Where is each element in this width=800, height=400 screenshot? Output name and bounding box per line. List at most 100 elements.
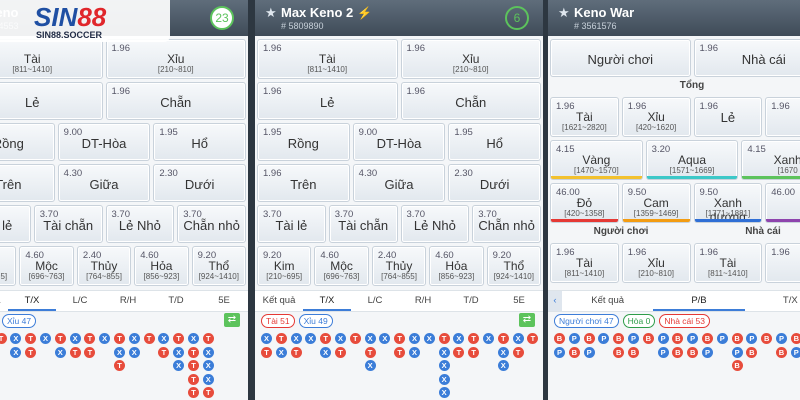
bet-label: Tài — [719, 256, 737, 270]
tab[interactable]: T/X — [8, 291, 56, 311]
bet-cell[interactable]: 2.30 Dưới — [153, 164, 247, 202]
tab[interactable]: Kết quả — [591, 295, 625, 306]
bet-label: Aqua — [677, 153, 707, 167]
bet-range: [811~1410] — [564, 269, 605, 278]
swap-button[interactable]: ⇄ — [224, 313, 240, 327]
bet-cell[interactable]: 1.96 Chẵn — [400, 82, 541, 120]
bet-cell[interactable]: 9.00 DT-Hòa — [352, 123, 446, 161]
bet-range: [1470~1570] — [573, 166, 619, 175]
bet-cell[interactable]: 46.00 Đỏ [420~1358] — [550, 183, 619, 223]
tab[interactable]: R/H — [414, 295, 432, 306]
tab[interactable]: 5E — [218, 295, 230, 306]
bet-cell[interactable]: 1.96 — [765, 97, 800, 137]
bet-cell[interactable]: 9.20 Thổ [924~1410] — [191, 246, 247, 286]
bet-cell[interactable]: 1.96 Nhà cái — [693, 39, 800, 77]
bet-cell[interactable]: 3.70 Lẻ Nhỏ — [400, 205, 470, 243]
bet-cell[interactable]: 4.60 Mộc [696~763] — [314, 246, 369, 286]
result-bead: X — [438, 346, 450, 358]
bet-cell[interactable]: 1.96 Tài [1621~2820] — [550, 97, 619, 137]
bet-cell[interactable]: 9.20 Thổ [924~1410] — [486, 246, 542, 286]
bet-cell[interactable]: 1.96 Xỉu [420~1620] — [621, 97, 691, 137]
bet-cell[interactable]: 1.95 Hổ — [448, 123, 542, 161]
bet-cell[interactable]: Người chơi — [550, 39, 691, 77]
heading-text: Nhà cái — [745, 226, 781, 237]
result-bead: X — [497, 360, 509, 371]
favorite-star[interactable]: ★ — [558, 5, 570, 20]
tab[interactable]: R/H — [119, 295, 137, 306]
bet-cell[interactable]: 1.96 — [765, 243, 800, 283]
tab[interactable]: T/X — [303, 291, 351, 311]
tab[interactable]: Kết quả — [0, 291, 8, 311]
bet-cell[interactable]: 2.40 Thủy [764~855] — [371, 246, 427, 286]
tab[interactable]: Kết quả — [262, 295, 296, 306]
bet-cell[interactable]: 4.30 Giữa — [57, 164, 151, 202]
bet-cell[interactable]: 3.70 Lẻ Nhỏ — [105, 205, 175, 243]
bet-cell[interactable]: 4.15 Vàng [1470~1570] — [550, 140, 643, 180]
bet-cell[interactable]: 3.70 Tài chẵn — [33, 205, 103, 243]
bet-cell[interactable]: 3.70 Chẵn nhỏ — [177, 205, 246, 243]
bet-cell[interactable]: 1.95 Hổ — [153, 123, 247, 161]
bet-cell[interactable]: 2.40 Thủy [764~855] — [76, 246, 132, 286]
bet-label: Giữa — [384, 177, 414, 192]
tab[interactable]: L/C — [367, 295, 383, 306]
result-bead: X — [320, 346, 332, 358]
bet-cell[interactable]: 3.70 Chẵn nhỏ — [472, 205, 541, 243]
bet-cell[interactable]: 3.70 Tài chẵn — [328, 205, 398, 243]
bet-cell[interactable]: 2.30 Dưới — [448, 164, 542, 202]
result-bead: P — [746, 333, 758, 344]
odds: 3.70 — [111, 209, 131, 220]
tab[interactable]: T/D — [463, 295, 479, 306]
result-bead: B — [568, 346, 580, 358]
result-bead: B — [672, 333, 684, 344]
result-bead: X — [261, 333, 272, 344]
result-bead: T — [25, 346, 37, 358]
bet-cell[interactable]: 4.60 Hỏa [856~923] — [429, 246, 484, 286]
bet-cell[interactable]: 9.50 Xanh dương [1771~1881] — [693, 183, 763, 223]
favorite-star[interactable]: ★ — [265, 5, 277, 20]
bet-cell[interactable]: 4.60 Mộc [696~763] — [19, 246, 74, 286]
bet-cell[interactable]: 4.15 Xanh [1670 — [741, 140, 800, 180]
result-bead: T — [143, 333, 155, 344]
bet-label: Thủy — [90, 259, 118, 273]
back-button[interactable]: ‹ — [548, 291, 562, 311]
result-bead: X — [409, 346, 420, 358]
bet-cell[interactable]: 1.96 Xỉu [210~810] — [621, 243, 691, 283]
tab[interactable]: T/D — [168, 295, 184, 306]
bet-cell[interactable]: 9.50 Cam [1359~1469] — [621, 183, 691, 223]
odds: 1.96 — [771, 101, 790, 112]
bet-cell[interactable]: 3.20 Aqua [1571~1669] — [645, 140, 739, 180]
bet-label: Hỏa — [150, 259, 173, 273]
odds: 4.60 — [25, 250, 44, 261]
bet-cell[interactable]: 4.60 Hỏa [856~923] — [134, 246, 189, 286]
tab[interactable]: T/X — [782, 295, 798, 306]
bet-cell[interactable]: 1.96 Chẵn — [105, 82, 246, 120]
bet-label: Chẵn — [160, 95, 192, 110]
result-bead: T — [497, 333, 509, 344]
bet-cell[interactable]: 1.96 Xỉu [210~810] — [400, 39, 541, 79]
tab[interactable]: P/B — [653, 291, 745, 311]
result-bead: X — [202, 346, 214, 358]
tab[interactable]: L/C — [72, 295, 88, 306]
tab[interactable]: 5E — [513, 295, 525, 306]
bet-cell[interactable]: 9.00 DT-Hòa — [57, 123, 151, 161]
bet-cell[interactable]: 1.96 Xỉu [210~810] — [105, 39, 246, 79]
bet-cell[interactable]: 46.00 — [765, 183, 800, 223]
swap-button[interactable]: ⇄ — [519, 313, 535, 327]
bet-cell[interactable]: 4.30 Giữa — [352, 164, 446, 202]
odds: 3.70 — [263, 209, 282, 220]
